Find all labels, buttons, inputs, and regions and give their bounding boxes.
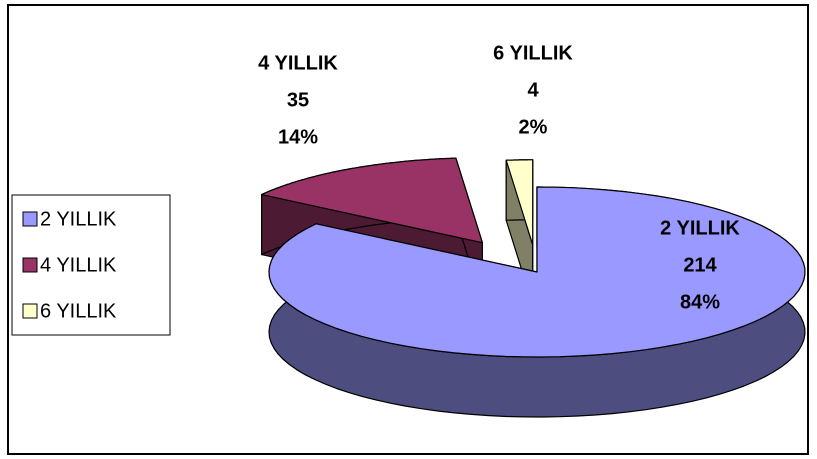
- data-label-value: 35: [287, 89, 309, 111]
- slice: [505, 159, 534, 306]
- legend-swatch: [22, 303, 38, 319]
- data-label-percent: 84%: [680, 291, 720, 313]
- legend-swatch: [22, 211, 38, 227]
- data-label-name: 4 YILLIK: [258, 52, 338, 74]
- slice-top: [505, 159, 534, 246]
- data-label-name: 6 YILLIK: [493, 42, 573, 64]
- data-label-percent: 2%: [519, 116, 548, 138]
- data-label-name: 2 YILLIK: [660, 217, 740, 239]
- legend-swatch: [22, 257, 38, 273]
- data-label-value: 214: [683, 254, 717, 276]
- slice: [268, 186, 806, 418]
- data-label-percent: 14%: [278, 126, 318, 148]
- slice-top: [261, 157, 483, 244]
- legend-label: 2 YILLIK: [40, 208, 117, 230]
- slice-top: [268, 186, 806, 358]
- legend-label: 4 YILLIK: [40, 254, 117, 276]
- legend-box: [11, 194, 171, 336]
- legend-label: 6 YILLIK: [40, 300, 117, 322]
- data-label-value: 4: [527, 79, 539, 101]
